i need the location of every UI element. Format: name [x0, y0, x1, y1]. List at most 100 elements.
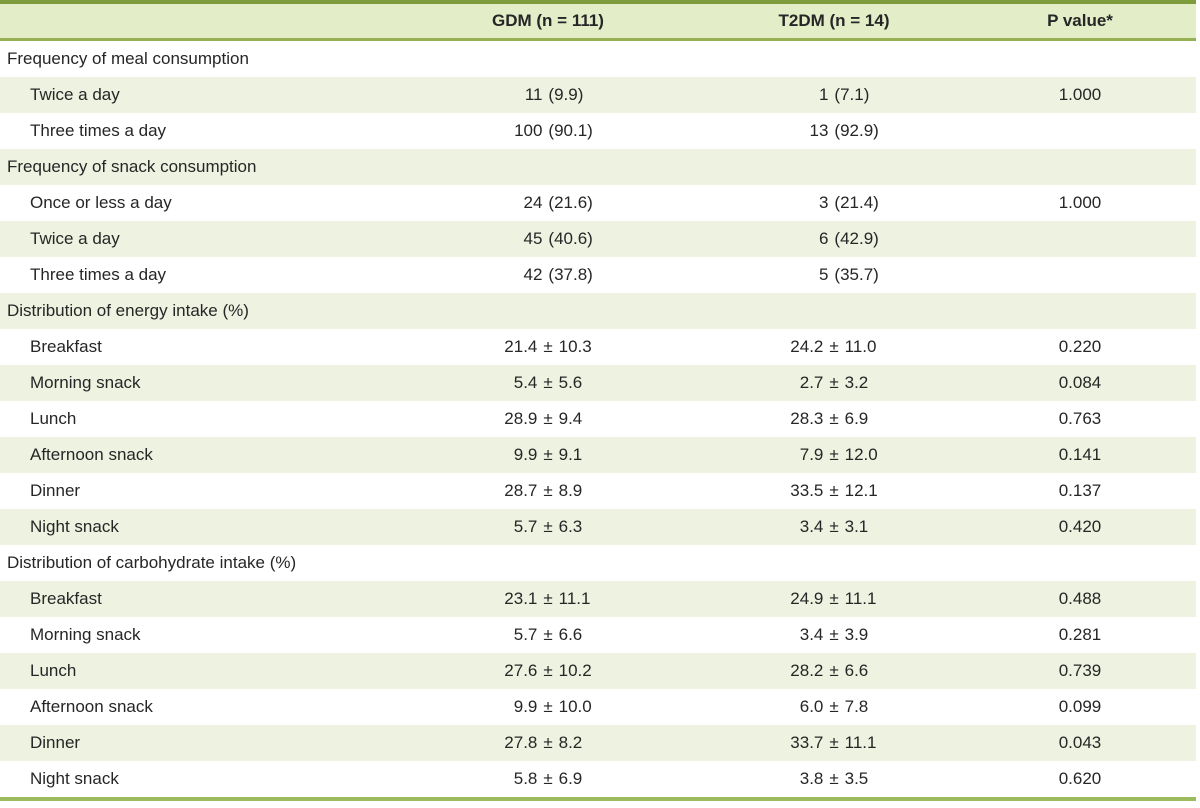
sd-value: 12.1 — [844, 481, 878, 501]
t2dm-value-cell: 24.2 ±11.0 — [704, 329, 964, 365]
t2dm-value-cell: 24.9 ±11.1 — [704, 581, 964, 617]
count-value: 100 — [514, 121, 543, 141]
plus-minus-symbol: ± — [543, 517, 553, 537]
plus-minus-symbol: ± — [829, 697, 839, 717]
sd-value: 6.9 — [558, 769, 583, 789]
row-label: Dinner — [30, 733, 81, 752]
table-row: Lunch 28.9 ±9.4 28.3 ±6.9 0.763 — [0, 401, 1196, 437]
row-label: Night snack — [30, 517, 119, 536]
sd-value: 6.6 — [558, 625, 583, 645]
row-label: Dinner — [30, 481, 81, 500]
t2dm-value-cell: 3 (21.4) — [704, 185, 964, 221]
mean-value: 28.2 — [790, 661, 824, 681]
mean-value: 28.9 — [504, 409, 538, 429]
t2dm-value-cell: 13 (92.9) — [704, 113, 964, 149]
table-row: Dinner 27.8 ±8.2 33.7 ±11.1 0.043 — [0, 725, 1196, 761]
plus-minus-symbol: ± — [543, 337, 553, 357]
t2dm-value-cell: 33.7 ±11.1 — [704, 725, 964, 761]
mean-value: 6.0 — [799, 697, 824, 717]
p-value-cell: 0.763 — [1058, 409, 1102, 428]
count-value: 11 — [524, 85, 543, 105]
t2dm-value-cell: 28.2 ±6.6 — [704, 653, 964, 689]
mean-value: 33.7 — [790, 733, 824, 753]
t2dm-value-cell: 3.4 ±3.9 — [704, 617, 964, 653]
sd-value: 10.3 — [558, 337, 592, 357]
mean-value: 27.6 — [504, 661, 538, 681]
plus-minus-symbol: ± — [543, 445, 553, 465]
count-value: 24 — [523, 193, 543, 213]
sd-value: 8.9 — [558, 481, 583, 501]
plus-minus-symbol: ± — [543, 661, 553, 681]
plus-minus-symbol: ± — [829, 409, 839, 429]
mean-value: 23.1 — [504, 589, 538, 609]
sd-value: 3.5 — [844, 769, 869, 789]
p-value-cell: 0.137 — [1058, 481, 1102, 500]
gdm-value-cell: 28.9 ±9.4 — [392, 401, 704, 437]
p-value-cell: 0.620 — [1058, 769, 1102, 788]
mean-value: 7.9 — [799, 445, 824, 465]
section-label: Distribution of carbohydrate intake (%) — [7, 553, 297, 572]
table-row: Twice a day 45 (40.6) 6 (42.9) — [0, 221, 1196, 257]
t2dm-value-cell: 33.5 ±12.1 — [704, 473, 964, 509]
mean-value: 24.2 — [790, 337, 824, 357]
sd-value: 11.1 — [844, 589, 877, 609]
gdm-value-cell: 27.6 ±10.2 — [392, 653, 704, 689]
table-row: Three times a day 100 (90.1) 13 (92.9) — [0, 113, 1196, 149]
row-label: Twice a day — [30, 229, 120, 248]
header-cell-pvalue: P value* — [964, 2, 1196, 41]
p-value-cell — [964, 257, 1196, 293]
count-value: 5 — [819, 265, 829, 285]
section-row-meal-frequency: Frequency of meal consumption — [0, 40, 1196, 78]
mean-value: 3.4 — [799, 625, 824, 645]
row-label: Twice a day — [30, 85, 120, 104]
percent-value: (21.4) — [834, 193, 879, 213]
sd-value: 6.3 — [558, 517, 583, 537]
plus-minus-symbol: ± — [829, 625, 839, 645]
gdm-value-cell: 24 (21.6) — [392, 185, 704, 221]
t2dm-value-cell: 1 (7.1) — [704, 77, 964, 113]
t2dm-value-cell: 7.9 ±12.0 — [704, 437, 964, 473]
table-row: Lunch 27.6 ±10.2 28.2 ±6.6 0.739 — [0, 653, 1196, 689]
sd-value: 3.2 — [844, 373, 869, 393]
sd-value: 3.9 — [844, 625, 869, 645]
mean-value: 3.8 — [799, 769, 824, 789]
count-value: 3 — [819, 193, 829, 213]
t2dm-value-cell: 3.8 ±3.5 — [704, 761, 964, 799]
table-row: Three times a day 42 (37.8) 5 (35.7) — [0, 257, 1196, 293]
count-value: 13 — [809, 121, 829, 141]
section-label: Distribution of energy intake (%) — [7, 301, 249, 320]
gdm-value-cell: 5.7 ±6.6 — [392, 617, 704, 653]
header-cell-t2dm: T2DM (n = 14) — [704, 2, 964, 41]
gdm-value-cell: 5.8 ±6.9 — [392, 761, 704, 799]
mean-value: 3.4 — [799, 517, 824, 537]
table-row: Dinner 28.7 ±8.9 33.5 ±12.1 0.137 — [0, 473, 1196, 509]
section-row-snack-frequency: Frequency of snack consumption — [0, 149, 1196, 185]
count-value: 42 — [523, 265, 543, 285]
row-label: Lunch — [30, 661, 77, 680]
mean-value: 2.7 — [799, 373, 824, 393]
section-label: Frequency of meal consumption — [7, 49, 249, 68]
t2dm-value-cell: 6 (42.9) — [704, 221, 964, 257]
mean-value: 21.4 — [504, 337, 538, 357]
plus-minus-symbol: ± — [543, 733, 553, 753]
section-label: Frequency of snack consumption — [7, 157, 257, 176]
t2dm-value-cell: 2.7 ±3.2 — [704, 365, 964, 401]
count-value: 1 — [819, 85, 829, 105]
plus-minus-symbol: ± — [829, 445, 839, 465]
sd-value: 11.1 — [558, 589, 591, 609]
sd-value: 11.0 — [844, 337, 877, 357]
plus-minus-symbol: ± — [829, 661, 839, 681]
plus-minus-symbol: ± — [829, 517, 839, 537]
gdm-value-cell: 9.9 ±10.0 — [392, 689, 704, 725]
p-value-cell: 0.084 — [1058, 373, 1102, 392]
mean-value: 9.9 — [513, 445, 538, 465]
row-label: Afternoon snack — [30, 445, 153, 464]
table-header: GDM (n = 111) T2DM (n = 14) P value* — [0, 2, 1196, 41]
p-value-cell: 1.000 — [1058, 193, 1102, 212]
table-row: Afternoon snack 9.9 ±9.1 7.9 ±12.0 0.141 — [0, 437, 1196, 473]
plus-minus-symbol: ± — [829, 337, 839, 357]
percent-value: (35.7) — [834, 265, 879, 285]
row-label: Three times a day — [30, 265, 167, 284]
plus-minus-symbol: ± — [829, 481, 839, 501]
